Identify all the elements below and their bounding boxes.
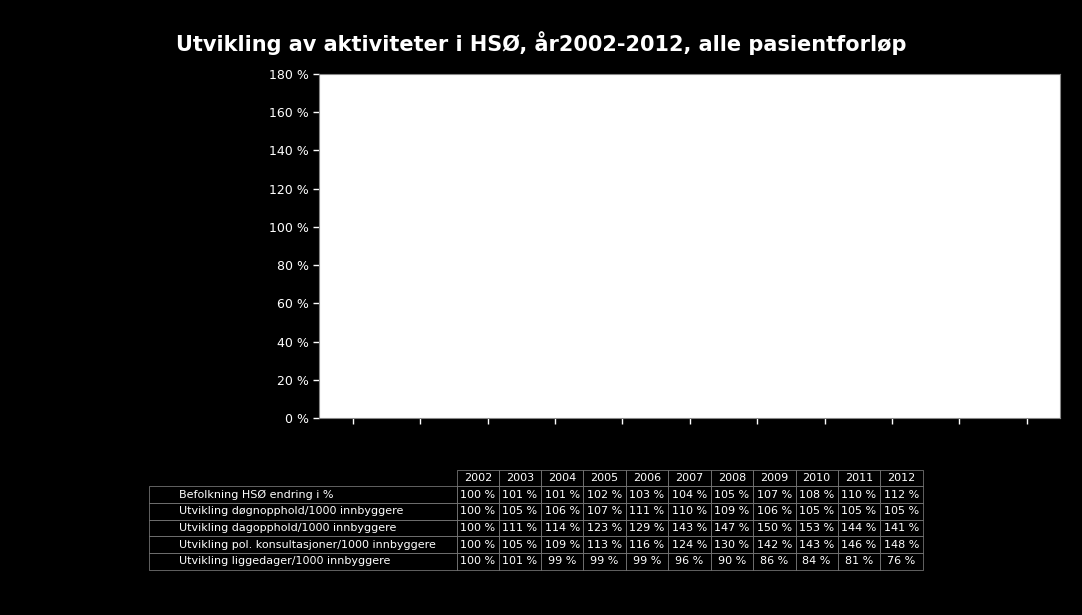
Text: Utvikling av aktiviteter i HSØ, år2002-2012, alle pasientforløp: Utvikling av aktiviteter i HSØ, år2002-2… xyxy=(175,31,907,55)
